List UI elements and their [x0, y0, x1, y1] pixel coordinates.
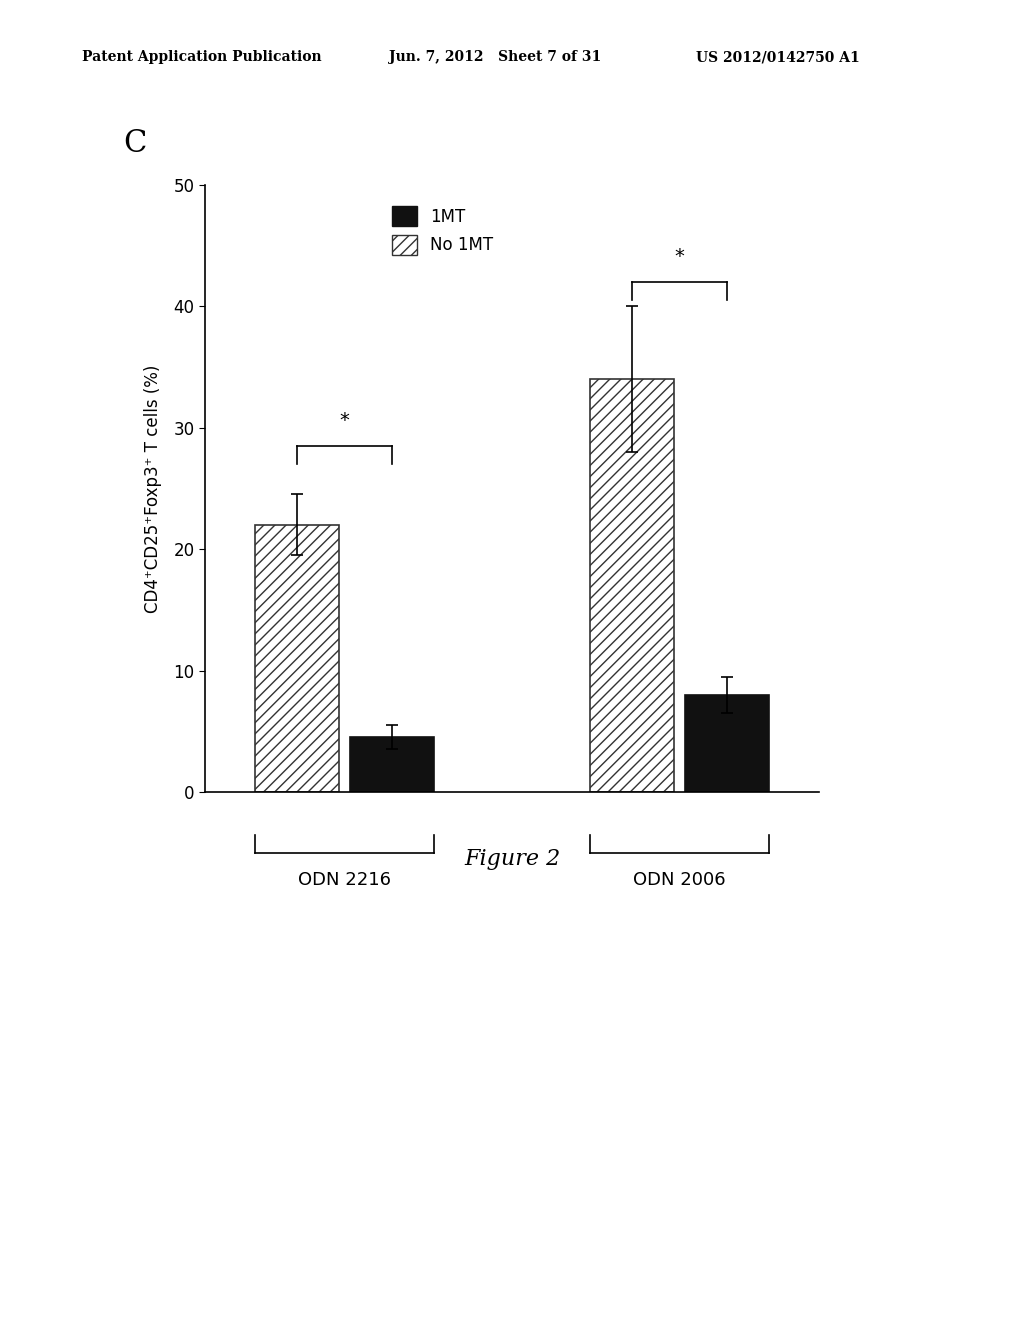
Text: ODN 2006: ODN 2006: [633, 871, 726, 888]
Text: Patent Application Publication: Patent Application Publication: [82, 50, 322, 65]
Bar: [255, 525, 339, 792]
Bar: [590, 379, 674, 792]
Text: Jun. 7, 2012   Sheet 7 of 31: Jun. 7, 2012 Sheet 7 of 31: [389, 50, 601, 65]
Bar: [350, 738, 434, 792]
Legend: 1MT, No 1MT: 1MT, No 1MT: [385, 199, 500, 261]
Bar: [685, 694, 769, 792]
Text: *: *: [675, 247, 684, 267]
Y-axis label: CD4⁺CD25⁺Foxp3⁺ T cells (%): CD4⁺CD25⁺Foxp3⁺ T cells (%): [144, 364, 162, 612]
Text: ODN 2216: ODN 2216: [298, 871, 391, 888]
Text: *: *: [340, 411, 349, 430]
Text: US 2012/0142750 A1: US 2012/0142750 A1: [696, 50, 860, 65]
Text: Figure 2: Figure 2: [464, 847, 560, 870]
Text: C: C: [123, 128, 146, 158]
